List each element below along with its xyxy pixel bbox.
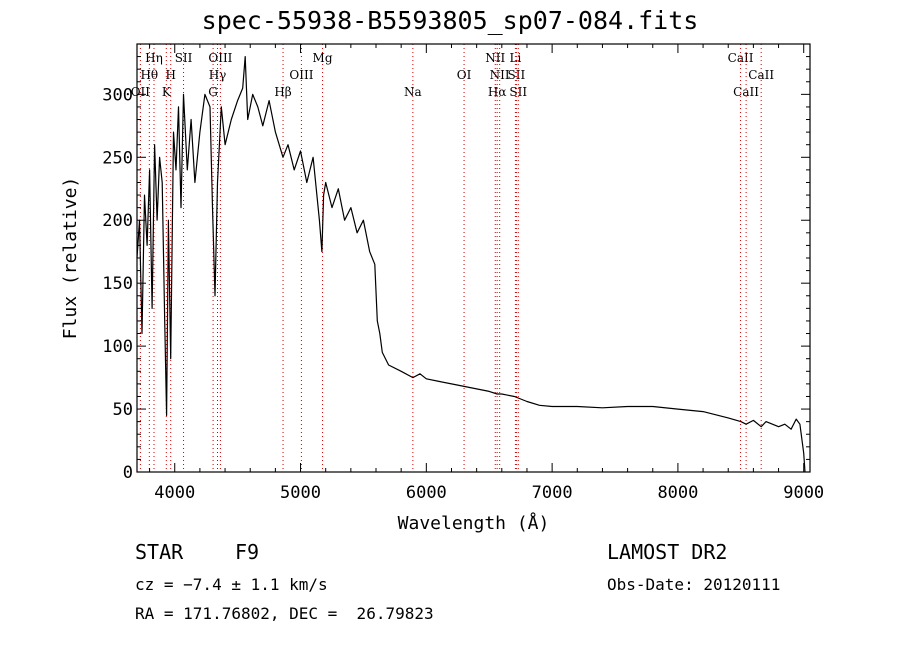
line-marker-label: SII <box>175 51 193 65</box>
line-marker-label: OI <box>457 68 472 82</box>
x-tick-label: 6000 <box>406 483 447 503</box>
line-marker-label: Li <box>509 51 521 65</box>
plot-frame <box>136 43 811 473</box>
y-tick-label: 300 <box>102 85 133 105</box>
x-tick-label: 8000 <box>657 483 698 503</box>
x-tick-label: 5000 <box>280 483 321 503</box>
x-tick-label: 7000 <box>532 483 573 503</box>
line-marker-label: OIII <box>208 51 232 65</box>
line-marker-label: CaII <box>748 68 774 82</box>
line-marker-label: Mg <box>313 51 333 65</box>
y-tick-label: 150 <box>102 274 133 294</box>
x-tick-label: 9000 <box>783 483 824 503</box>
obs-date-text: Obs-Date: 20120111 <box>607 575 781 594</box>
object-subclass: F9 <box>235 540 260 564</box>
coordinates-text: RA = 171.76802, DEC = 26.79823 <box>135 604 434 623</box>
line-marker-label: NII <box>485 51 505 65</box>
y-axis-label: Flux (relative) <box>60 177 81 340</box>
x-tick-label: 4000 <box>154 483 195 503</box>
line-marker-label: Hγ <box>209 68 227 82</box>
chart-title: spec-55938-B5593805_sp07-084.fits <box>201 6 699 35</box>
line-marker-label: SII <box>508 68 526 82</box>
line-marker-label: Hα <box>488 85 507 99</box>
line-marker-label: H <box>165 68 175 82</box>
line-marker-label: OII <box>131 85 151 99</box>
object-class: STAR <box>135 540 184 564</box>
line-marker-label: CaII <box>728 51 754 65</box>
y-tick-label: 250 <box>102 148 133 168</box>
line-marker-label: NII <box>490 68 510 82</box>
redshift-text: cz = −7.4 ± 1.1 km/s <box>135 575 328 594</box>
line-marker-label: Hη <box>145 51 163 65</box>
line-marker-label: K <box>162 85 172 99</box>
line-marker-label: OIII <box>289 68 313 82</box>
y-tick-label: 100 <box>102 337 133 357</box>
line-marker-label: SII <box>509 85 527 99</box>
spectrum-line <box>136 56 806 473</box>
x-axis-label: Wavelength (Å) <box>398 512 550 534</box>
line-marker-label: Hθ <box>140 68 158 82</box>
y-tick-label: 0 <box>123 463 133 483</box>
line-marker-label: G <box>208 85 218 99</box>
survey-label: LAMOST DR2 <box>607 540 728 564</box>
y-tick-label: 200 <box>102 211 133 231</box>
line-marker-label: CaII <box>733 85 759 99</box>
line-marker-label: Hβ <box>274 85 291 99</box>
line-marker-label: Na <box>404 85 422 99</box>
y-tick-label: 50 <box>113 400 133 420</box>
